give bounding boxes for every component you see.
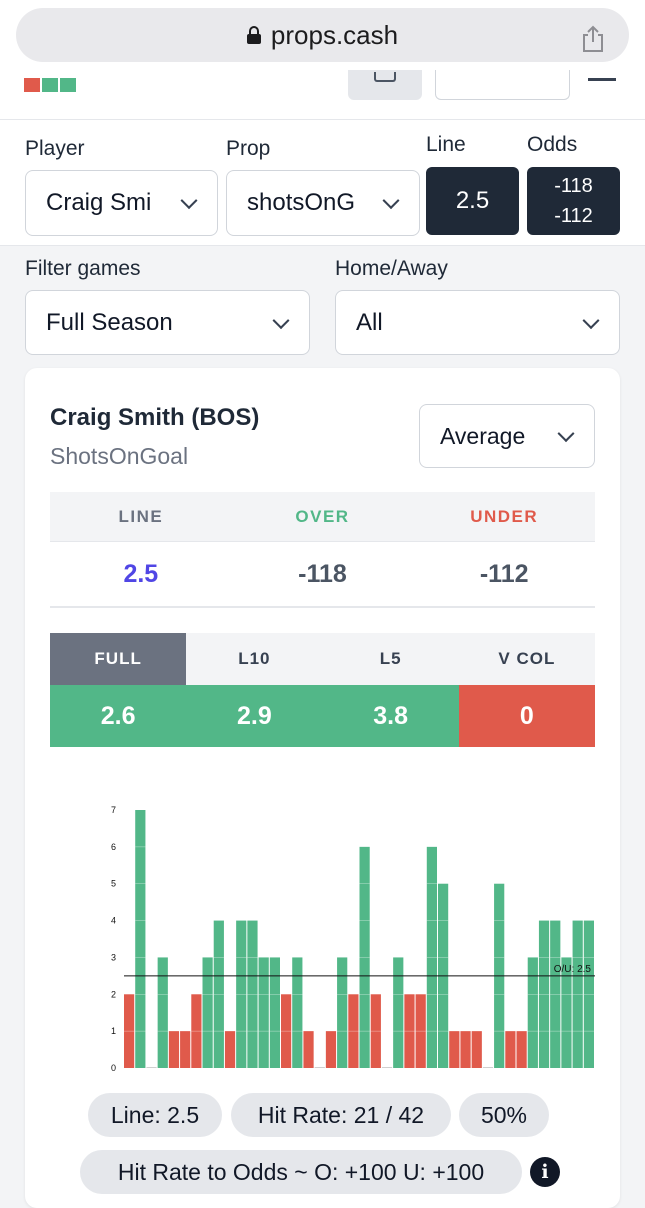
tab-v-col[interactable]: V COL <box>498 649 556 668</box>
home-away-value: All <box>356 308 383 336</box>
filter-games-select[interactable]: Full Season <box>25 290 310 355</box>
url-bar[interactable]: props.cash <box>16 8 629 62</box>
under-header: UNDER <box>470 506 539 526</box>
player-select[interactable]: Craig Smi <box>25 170 218 236</box>
bar-zero[interactable] <box>381 1067 393 1068</box>
l10-average: 2.9 <box>186 685 323 747</box>
bar-under[interactable] <box>460 1031 471 1068</box>
bar-over[interactable] <box>135 810 146 1068</box>
bar-zero[interactable] <box>482 1067 494 1068</box>
chevron-down-icon <box>272 311 290 329</box>
player-name: Craig Smith (BOS) <box>50 404 260 431</box>
player-prop-card: Craig Smith (BOS) ShotsOnGoal Average LI… <box>25 368 620 1208</box>
under-odds-cell: -112 <box>479 559 529 588</box>
logo[interactable] <box>24 78 76 92</box>
bar-under[interactable] <box>325 1031 337 1068</box>
stat-type-select[interactable]: Average <box>419 404 595 468</box>
prop-select-value: shotsOnG <box>247 189 356 216</box>
y-tick-label: 0 <box>111 1063 116 1073</box>
ou-line-label: O/U: 2.5 <box>554 964 592 975</box>
chevron-down-icon <box>582 311 600 329</box>
line-odds-table: LINE OVER UNDER 2.5 -118 -112 <box>50 492 595 610</box>
prop-label: Prop <box>226 137 271 160</box>
bar-over[interactable] <box>157 957 168 1068</box>
hit-rate-pill: Hit Rate: 21 / 42 <box>231 1093 451 1137</box>
bar-over[interactable] <box>202 957 213 1068</box>
game-log-bar-chart: 0 1 2 3 4 5 6 7 O/U: 2.5 <box>111 805 595 1073</box>
player-select-value: Craig Smi <box>46 189 152 216</box>
bar-over[interactable] <box>393 957 404 1068</box>
chevron-down-icon <box>557 425 575 443</box>
bar-zero[interactable] <box>146 1067 157 1068</box>
header-select[interactable] <box>435 70 570 100</box>
line-value: 2.5 <box>455 187 490 214</box>
bar-over[interactable] <box>258 957 269 1068</box>
prop-select[interactable]: shotsOnG <box>226 170 420 236</box>
y-tick-label: 3 <box>111 952 116 962</box>
controls-bar: Player Craig Smi Prop shotsOnG Line 2.5 … <box>0 120 645 246</box>
prop-name: ShotsOnGoal <box>50 443 189 469</box>
bar-under[interactable] <box>449 1031 460 1068</box>
home-away-select[interactable]: All <box>335 290 620 355</box>
odds-pill: Hit Rate to Odds ~ O: +100 U: +100 <box>80 1150 522 1194</box>
y-tick-label: 4 <box>111 916 116 926</box>
bar-zero[interactable] <box>314 1067 325 1068</box>
share-icon[interactable] <box>581 25 605 53</box>
app-header <box>0 70 645 120</box>
v-col-average: 0 <box>458 685 595 747</box>
percent-pill: 50% <box>459 1093 549 1137</box>
y-tick-label: 2 <box>111 989 116 999</box>
filter-games-value: Full Season <box>46 308 173 336</box>
bar-under[interactable] <box>505 1031 516 1068</box>
odds-over-value: -118 <box>554 175 593 197</box>
bar-under[interactable] <box>168 1031 180 1068</box>
bar-over[interactable] <box>269 957 280 1068</box>
y-tick-label: 6 <box>111 842 116 852</box>
odds-label: Odds <box>527 133 578 156</box>
line-label: Line <box>426 133 466 156</box>
url-text: props.cash <box>270 19 399 50</box>
stat-type-value: Average <box>440 422 526 449</box>
bar-over[interactable] <box>292 957 303 1068</box>
y-tick-label: 7 <box>111 805 116 815</box>
split-tabs: FULL L10 L5 V COL <box>50 633 595 685</box>
home-away-label: Home/Away <box>335 257 448 280</box>
line-value-box[interactable]: 2.5 <box>426 167 519 235</box>
bar-under[interactable] <box>180 1031 191 1068</box>
menu-icon[interactable] <box>588 78 616 81</box>
chevron-down-icon <box>180 192 198 210</box>
bar-under[interactable] <box>303 1031 314 1068</box>
bar-under[interactable] <box>471 1031 482 1068</box>
browser-bar: props.cash <box>0 0 645 78</box>
split-values: 2.6 2.9 3.8 0 <box>50 685 595 747</box>
y-tick-label: 1 <box>111 1026 116 1036</box>
odds-box[interactable]: -118 -112 <box>527 167 620 235</box>
tab-l10[interactable]: L10 <box>238 649 271 668</box>
tab-l5[interactable]: L5 <box>379 649 402 668</box>
lock-icon <box>246 26 261 44</box>
bar-over[interactable] <box>561 957 572 1068</box>
tray-icon <box>374 72 396 82</box>
player-label: Player <box>25 137 85 160</box>
line-cell: 2.5 <box>123 559 159 588</box>
bar-over[interactable] <box>337 957 348 1068</box>
bar-under[interactable] <box>516 1031 527 1068</box>
over-header: OVER <box>295 506 350 526</box>
filter-games-label: Filter games <box>25 257 141 280</box>
tab-full[interactable]: FULL <box>50 633 187 685</box>
bar-over[interactable] <box>527 957 538 1068</box>
header-icon-button[interactable] <box>348 70 422 100</box>
chevron-down-icon <box>382 192 400 210</box>
over-odds-cell: -118 <box>298 559 347 588</box>
line-pill: Line: 2.5 <box>88 1093 222 1137</box>
l5-average: 3.8 <box>322 685 459 747</box>
info-icon[interactable]: i <box>530 1157 560 1187</box>
odds-under-value: -112 <box>554 205 593 227</box>
full-average: 2.6 <box>50 685 187 747</box>
bar-under[interactable] <box>224 1031 236 1068</box>
line-header: LINE <box>118 506 164 526</box>
y-tick-label: 5 <box>111 879 116 889</box>
